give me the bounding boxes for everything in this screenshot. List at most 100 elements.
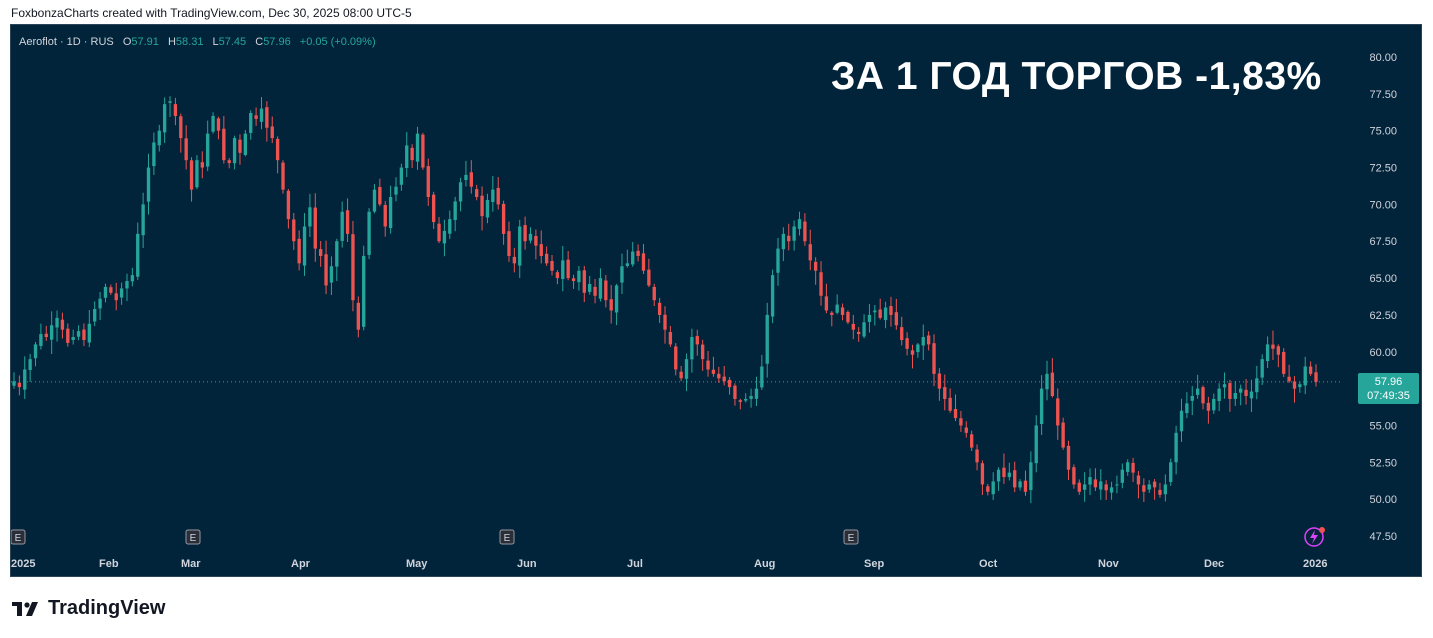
y-tick-label: 52.50 [1369, 457, 1397, 469]
candle [641, 243, 646, 275]
candle [216, 116, 221, 140]
candle [539, 230, 543, 264]
earnings-event-icon[interactable]: E [185, 529, 201, 545]
candle [528, 227, 533, 244]
candle [717, 366, 721, 383]
candle [1233, 380, 1237, 406]
tradingview-logo[interactable]: TradingView [12, 597, 165, 620]
candle [986, 483, 990, 496]
candle [1013, 461, 1017, 493]
candle [431, 191, 436, 229]
candle [744, 393, 748, 403]
candle [803, 213, 807, 246]
candle [926, 331, 931, 351]
earnings-event-icon[interactable]: E [499, 529, 515, 545]
candle [399, 163, 404, 191]
candle [862, 314, 866, 339]
candle [555, 270, 560, 285]
candle [781, 227, 786, 262]
candle [1099, 469, 1103, 500]
candle [480, 186, 484, 231]
candle [857, 327, 861, 342]
candle [109, 284, 113, 295]
candle [157, 124, 161, 152]
candle [636, 244, 640, 262]
candle [324, 240, 328, 295]
candle [415, 126, 420, 170]
candle [458, 177, 463, 212]
candle [910, 344, 915, 369]
candle [1061, 417, 1065, 450]
candle [55, 310, 59, 342]
candle [625, 249, 630, 268]
y-tick-label: 77.50 [1369, 89, 1397, 101]
candle [1131, 457, 1135, 482]
candle [738, 398, 742, 410]
chart-panel[interactable]: 80.00 77.50 75.00 72.50 70.00 67.50 65.00 62.50… [10, 24, 1422, 577]
candle [206, 120, 210, 172]
low-value: 57.45 [218, 36, 247, 48]
candle [1088, 468, 1092, 496]
candle [1056, 388, 1060, 440]
candle [991, 472, 995, 500]
candle [1152, 479, 1157, 500]
candle [179, 113, 183, 153]
candle [1066, 440, 1071, 480]
candle [1163, 474, 1168, 502]
x-tick-label: Mar [181, 558, 201, 570]
x-tick-label: Feb [99, 558, 119, 570]
x-tick-label: Sep [864, 558, 884, 570]
candle [1195, 374, 1200, 399]
candle [722, 365, 726, 386]
candle [631, 241, 635, 267]
candle [82, 323, 86, 347]
y-tick-label: 47.50 [1369, 531, 1397, 543]
candle [1158, 482, 1162, 498]
candle [1303, 356, 1307, 395]
candle [980, 460, 985, 496]
candle [975, 444, 979, 471]
candle [787, 223, 791, 251]
candle [1244, 379, 1248, 405]
candle [270, 116, 274, 144]
candle [141, 192, 145, 249]
candle [1142, 478, 1146, 502]
candle [582, 265, 586, 303]
candle [1249, 379, 1254, 413]
lightning-icon[interactable] [1304, 527, 1325, 547]
candle [830, 311, 834, 327]
candle [405, 132, 409, 178]
candle [808, 229, 812, 271]
candle [813, 257, 818, 285]
candle [211, 112, 215, 134]
candle [275, 136, 280, 174]
candle [561, 245, 565, 292]
chart-credit: FoxbonzaCharts created with TradingView.… [11, 6, 412, 20]
candle [765, 302, 769, 378]
candle [469, 160, 473, 194]
candle [566, 251, 570, 281]
candle [485, 193, 490, 224]
candle [340, 201, 344, 248]
candle [114, 282, 118, 311]
candle [254, 107, 258, 126]
candle [168, 96, 172, 117]
candle [948, 388, 952, 413]
candle [1115, 475, 1119, 494]
last-price-label: 57.96 07:49:35 [1358, 373, 1419, 404]
candle [1077, 479, 1081, 495]
y-tick-label: 65.00 [1369, 273, 1397, 285]
candlestick-chart[interactable]: 80.00 77.50 75.00 72.50 70.00 67.50 65.00 62.50… [11, 25, 1421, 576]
earnings-event-icon[interactable]: E [11, 529, 26, 545]
candle [1228, 379, 1232, 412]
candle [544, 246, 549, 266]
candle [754, 376, 759, 406]
symbol-name: Aeroflot · 1D · RUS [19, 36, 114, 48]
candle [1185, 392, 1189, 419]
candle [152, 132, 156, 175]
candle [851, 314, 855, 340]
candle [184, 125, 188, 170]
candle [1260, 354, 1264, 385]
earnings-event-icon[interactable]: E [843, 529, 859, 545]
candle [297, 230, 301, 271]
